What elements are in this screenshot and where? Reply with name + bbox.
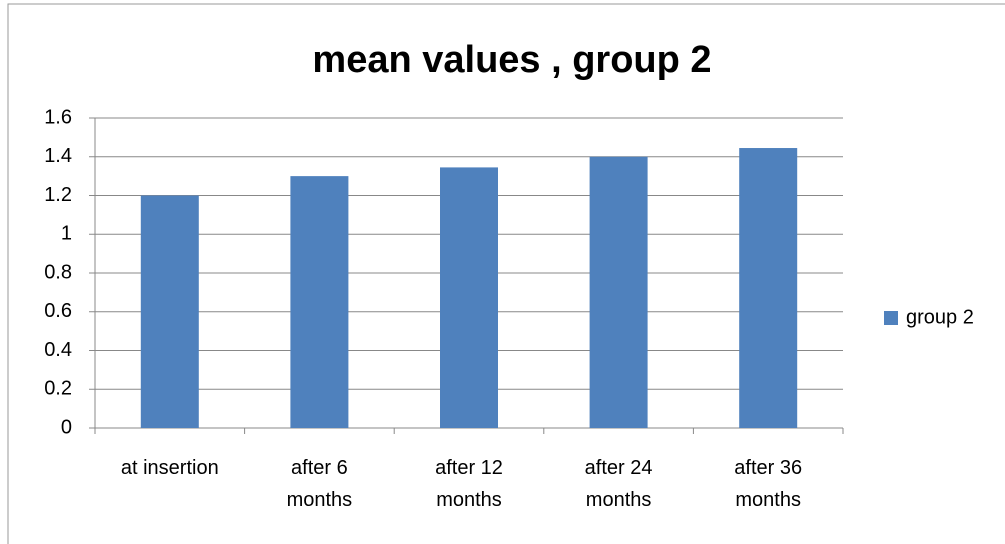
- x-tick-label: at insertion: [120, 457, 219, 479]
- y-tick-label: 0: [61, 416, 72, 438]
- y-tick-label: 0.6: [44, 300, 72, 322]
- x-tick-label: after 12 months: [435, 457, 503, 511]
- y-tick-label: 1: [61, 223, 72, 245]
- legend-label: group 2: [906, 306, 974, 328]
- bar: [140, 195, 199, 428]
- y-tick-label: 1.4: [44, 145, 72, 167]
- bar: [440, 167, 498, 428]
- x-tick-label: after 6 months: [286, 457, 353, 511]
- x-tick-label: after 24 months: [584, 457, 653, 511]
- chart-border: [7, 3, 1005, 544]
- y-tick-label: 1.6: [44, 106, 72, 128]
- bar: [290, 176, 349, 428]
- y-tick-label: 0.4: [44, 339, 72, 361]
- y-tick-label: 0.8: [44, 261, 72, 283]
- y-tick-label: 0.2: [44, 378, 72, 400]
- bar: [589, 156, 648, 428]
- bar: [739, 148, 798, 428]
- legend-swatch: [884, 311, 898, 325]
- y-tick-label: 1.2: [44, 184, 72, 206]
- x-tick-label: after 36 months: [734, 457, 803, 511]
- chart-title: mean values , group 2: [312, 39, 711, 81]
